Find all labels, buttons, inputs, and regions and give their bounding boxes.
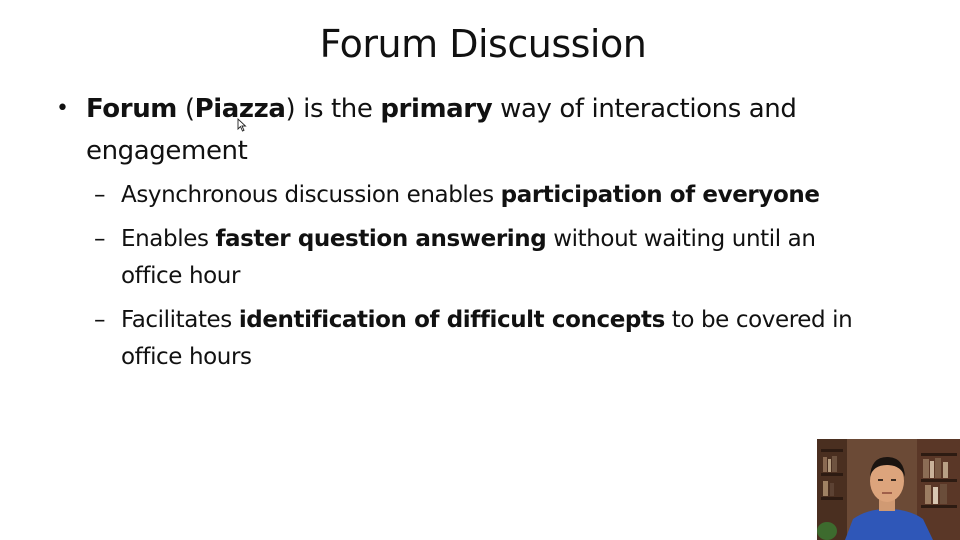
sub-bullet-item: – Enables faster question answering with… xyxy=(94,221,854,295)
bullet-part: ) is the xyxy=(285,94,381,124)
sub-bullet-text: Facilitates identification of difficult … xyxy=(121,302,894,376)
sub-bullet-text: Asynchronous discussion enables particip… xyxy=(121,177,894,214)
bullet-part: ( xyxy=(177,94,195,124)
presenter-webcam-icon xyxy=(817,439,960,540)
sub-bullet-part: identification of difficult concepts xyxy=(238,307,665,333)
bullet-item: • Forum (Piazza) is the primary way of i… xyxy=(56,88,876,172)
sub-bullet-part: faster question answering xyxy=(215,226,547,252)
bullet-part: Forum xyxy=(86,94,177,124)
bullet-part: primary xyxy=(380,94,493,124)
mouse-pointer-icon xyxy=(237,118,247,132)
sub-bullet-item: – Facilitates identification of difficul… xyxy=(94,302,894,376)
sub-bullet-part: Enables xyxy=(121,226,216,252)
dash-glyph: – xyxy=(94,307,106,333)
sub-bullet-part: Asynchronous discussion enables xyxy=(121,182,501,208)
sub-bullet-part: Facilitates xyxy=(121,307,239,333)
dash-glyph: – xyxy=(94,182,106,208)
sub-bullet-part: participation of everyone xyxy=(500,182,820,208)
bullet-text: Forum (Piazza) is the primary way of int… xyxy=(86,88,876,172)
webcam-scene xyxy=(817,439,960,540)
dash-glyph: – xyxy=(94,226,106,252)
sub-bullet-part: to be covered in office hours xyxy=(121,307,853,370)
sub-bullet-text: Enables faster question answering withou… xyxy=(121,221,854,295)
bullet-part: way of interactions and engagement xyxy=(86,94,797,166)
bullet-dot: • xyxy=(56,96,69,121)
bullet-part: Piazza xyxy=(194,94,286,124)
slide-title: Forum Discussion xyxy=(319,22,647,66)
sub-bullet-part: without waiting until an office hour xyxy=(121,226,816,289)
sub-bullet-item: – Asynchronous discussion enables partic… xyxy=(94,177,894,214)
